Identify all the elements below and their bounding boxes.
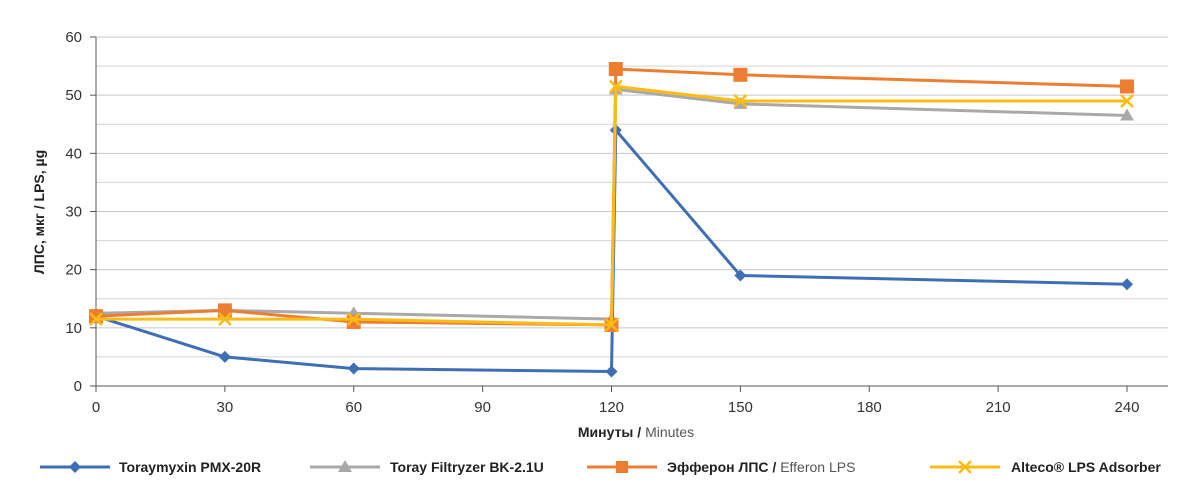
- legend: Toraymyxin PMX-20R Toray Filtryzer BK-2.…: [40, 459, 1161, 475]
- y-tick-label: 60: [65, 29, 82, 46]
- legend-label-toraymyxin: Toraymyxin PMX-20R: [119, 459, 261, 475]
- legend-marker-toraymyxin: [69, 461, 81, 473]
- data-point-efferon: [733, 67, 748, 82]
- legend-item-efferon: Эфферон ЛПС / Efferon LPS: [587, 459, 855, 475]
- y-tick-label: 50: [65, 87, 82, 104]
- legend-marker-alteco: [958, 460, 972, 474]
- data-point-efferon: [608, 61, 623, 76]
- y-axis-title: ЛПС, мкг / LPS, µg: [31, 150, 47, 274]
- grid-lines: [96, 36, 1168, 358]
- legend-item-toraymyxin: Toraymyxin PMX-20R: [40, 459, 261, 475]
- x-tick-label: 180: [857, 399, 882, 416]
- x-tick-label: 240: [1114, 399, 1139, 416]
- y-tick-label: 30: [65, 204, 82, 221]
- x-tick-label: 120: [599, 399, 624, 416]
- axes: [90, 36, 1168, 392]
- data-point-toray-filtryzer: [1120, 108, 1134, 121]
- series-toraymyxin: [90, 124, 1133, 378]
- x-axis-title-ru: Минуты /: [578, 424, 641, 440]
- legend-marker-toray-filtryzer: [338, 460, 352, 472]
- data-point-alteco: [608, 79, 623, 94]
- y-tick-label: 20: [65, 262, 82, 279]
- legend-label-efferon-ru: Эфферон ЛПС /: [667, 459, 776, 475]
- x-tick-label: 90: [474, 399, 491, 416]
- legend-item-toray-filtryzer: Toray Filtryzer BK-2.1U: [310, 459, 544, 475]
- y-tick-label: 10: [65, 320, 82, 337]
- legend-label-toray-filtryzer: Toray Filtryzer BK-2.1U: [390, 459, 544, 475]
- data-point-toraymyxin: [218, 350, 231, 363]
- y-tick-labels: 0 10 20 30 40 50 60: [65, 29, 82, 395]
- legend-item-alteco: Alteco® LPS Adsorber: [930, 459, 1161, 475]
- series-line-alteco: [96, 84, 1127, 327]
- data-point-toraymyxin: [734, 269, 747, 282]
- data-series: [89, 61, 1134, 378]
- data-point-alteco: [217, 312, 232, 326]
- data-point-alteco: [346, 312, 361, 326]
- data-point-alteco: [1120, 94, 1134, 108]
- x-tick-label: 210: [986, 399, 1011, 416]
- legend-label-efferon-en: Efferon LPS: [780, 459, 855, 475]
- legend-label-efferon: Эфферон ЛПС / Efferon LPS: [667, 459, 855, 475]
- x-tick-label: 150: [728, 399, 753, 416]
- y-tick-label: 40: [65, 145, 82, 162]
- x-tick-label: 60: [345, 399, 362, 416]
- data-point-alteco: [89, 312, 103, 326]
- y-tick-label: 0: [74, 378, 82, 395]
- data-point-toraymyxin: [1121, 278, 1133, 291]
- data-point-toraymyxin: [347, 362, 360, 375]
- legend-label-alteco: Alteco® LPS Adsorber: [1011, 459, 1161, 475]
- x-axis-title: Минуты / Minutes: [578, 424, 694, 440]
- data-point-efferon: [89, 309, 103, 324]
- data-point-efferon: [1120, 79, 1134, 94]
- data-point-alteco: [604, 318, 619, 332]
- data-point-toraymyxin: [605, 365, 618, 378]
- x-axis-title-en: Minutes: [645, 424, 694, 440]
- data-point-alteco: [733, 94, 748, 108]
- legend-marker-efferon: [616, 461, 628, 473]
- data-point-efferon: [346, 315, 361, 330]
- x-tick-label: 30: [217, 399, 234, 416]
- x-tick-labels: 0 30 60 90 120 150 180 210 240: [92, 399, 1140, 416]
- series-alteco: [89, 79, 1134, 332]
- x-tick-label: 0: [92, 399, 100, 416]
